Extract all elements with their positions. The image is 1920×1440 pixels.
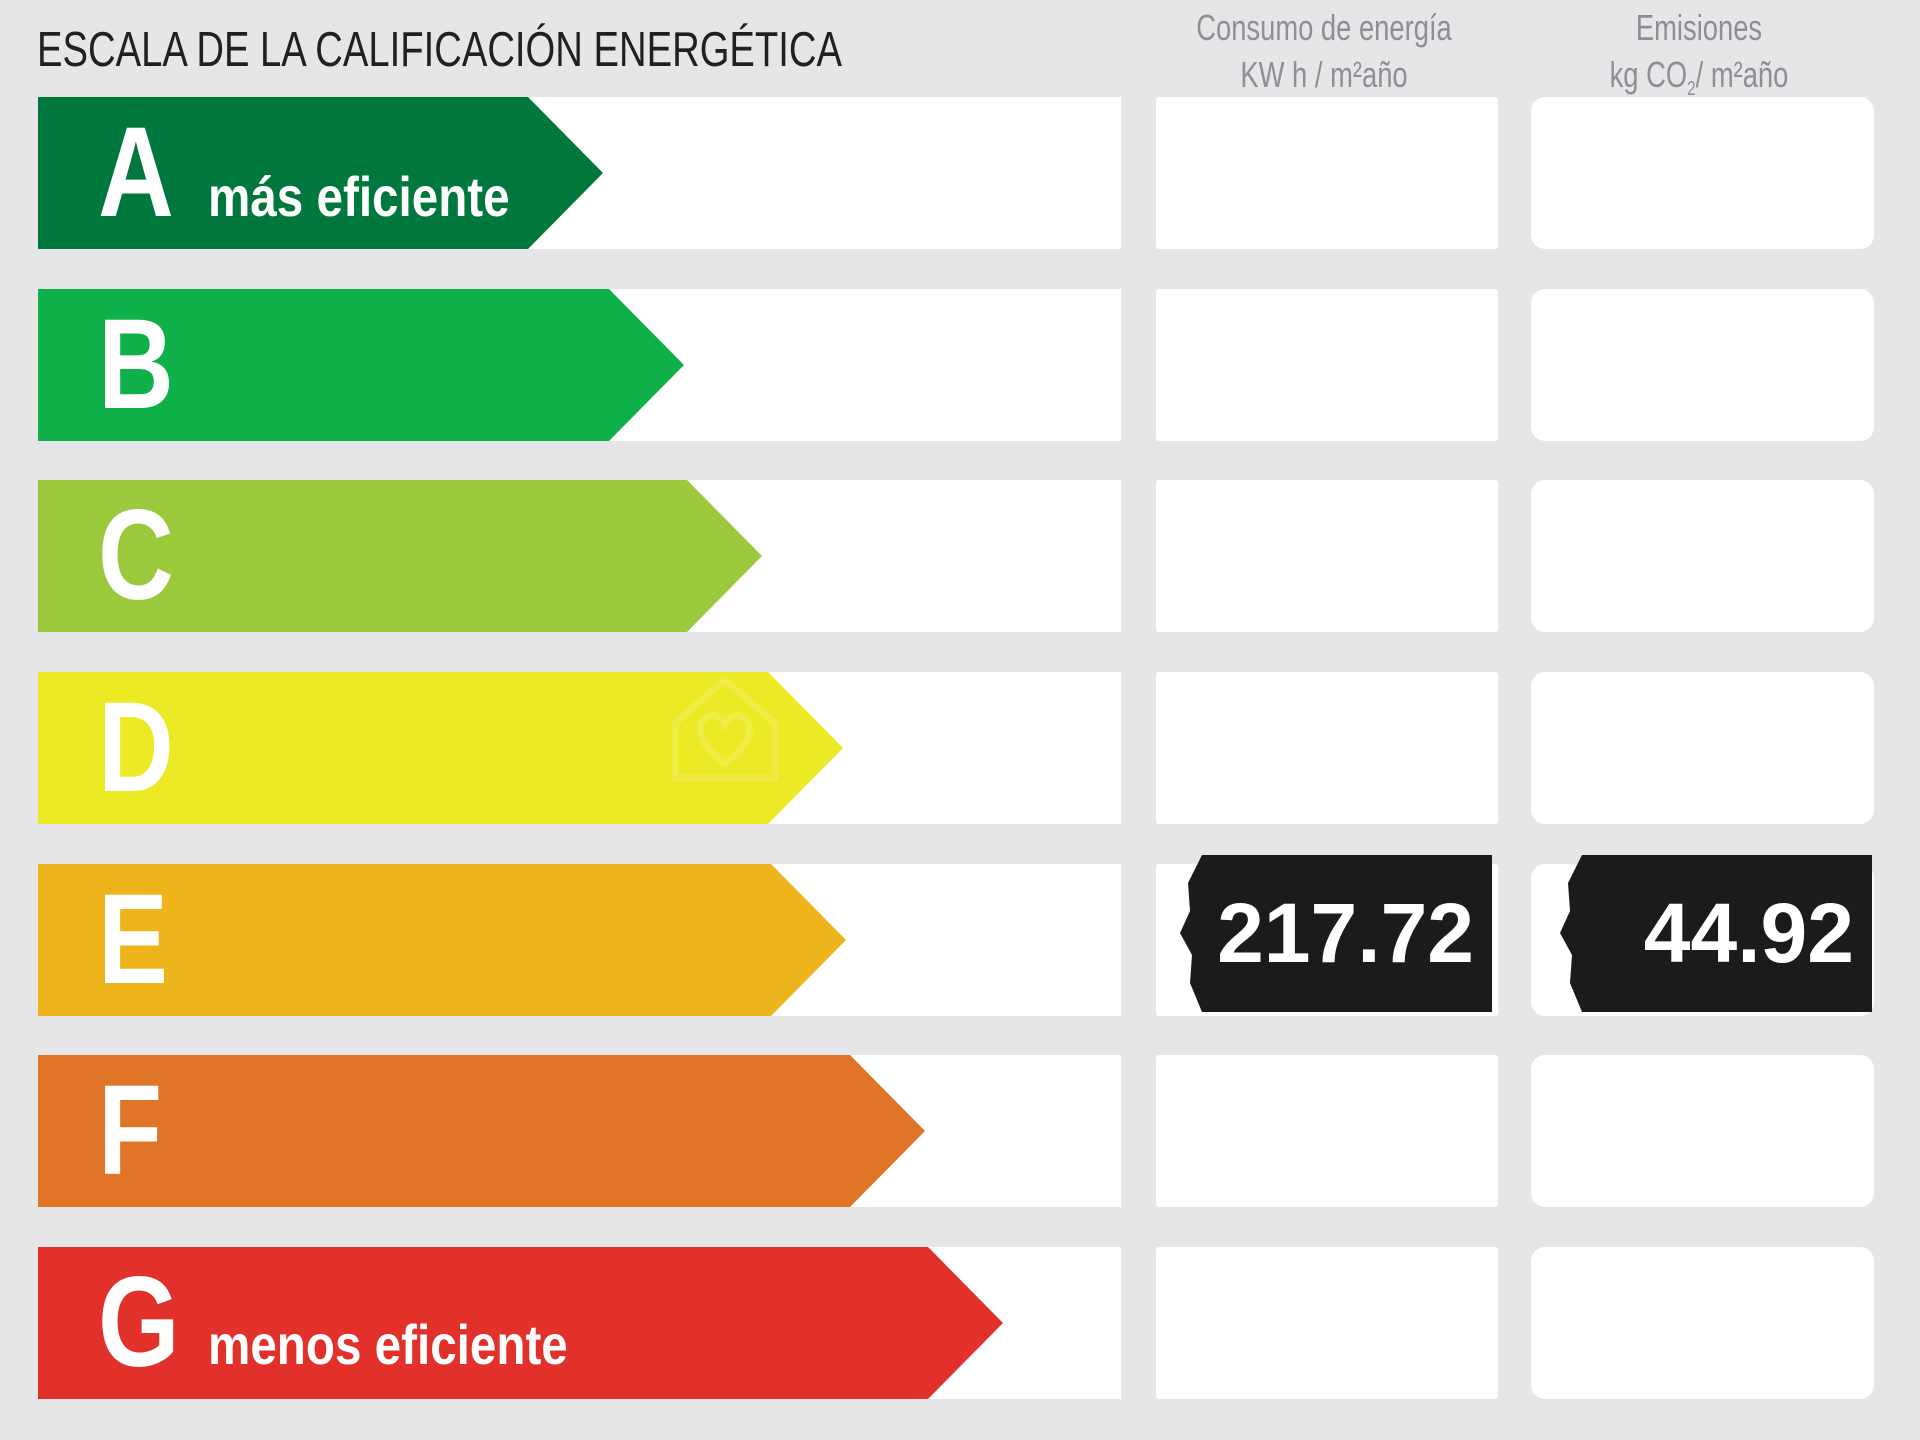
rating-row-d: D	[0, 672, 1920, 824]
rating-arrow-b	[38, 289, 684, 441]
consumo-cell	[1156, 480, 1498, 632]
rating-letter: A	[98, 101, 174, 244]
rating-sublabel: menos eficiente	[208, 1313, 568, 1376]
rating-arrow-a	[38, 97, 603, 249]
consumo-cell	[1156, 97, 1498, 249]
emisiones-cell	[1531, 672, 1874, 824]
rating-arrow-shape	[38, 1055, 925, 1207]
rating-arrow-shape	[38, 864, 846, 1016]
rating-row-b: B	[0, 289, 1920, 441]
column-header-consumo: Consumo de energía KW h / m²año	[1195, 4, 1453, 98]
column-header-emisiones-line2: kg CO2/ m²año	[1570, 51, 1828, 113]
emisiones-value-badge: 44.92	[1560, 855, 1872, 1012]
emisiones-cell	[1531, 1247, 1874, 1399]
page-title: ESCALA DE LA CALIFICACIÓN ENERGÉTICA	[37, 23, 842, 77]
rating-letter: E	[98, 868, 169, 1011]
column-header-emisiones: Emisiones kg CO2/ m²año	[1570, 4, 1828, 113]
rating-letter: C	[98, 484, 174, 627]
rating-sublabel: más eficiente	[208, 165, 510, 228]
rating-letter: B	[98, 293, 174, 436]
column-header-emisiones-line1: Emisiones	[1635, 7, 1763, 48]
rating-arrow-shape	[38, 97, 603, 249]
consumo-value: 217.72	[1217, 886, 1474, 980]
column-header-emisiones-unit-b: / m²año	[1695, 54, 1789, 95]
consumo-cell	[1156, 1247, 1498, 1399]
rating-arrow-g	[38, 1247, 1003, 1399]
column-header-consumo-line2: KW h / m²año	[1240, 54, 1408, 95]
house-heart-icon	[671, 675, 779, 782]
badge-shape	[1180, 855, 1492, 1012]
emisiones-cell	[1531, 289, 1874, 441]
rating-arrow-c	[38, 480, 762, 632]
emisiones-cell	[1531, 480, 1874, 632]
consumo-cell	[1156, 672, 1498, 824]
badge-shape	[1560, 855, 1872, 1012]
rating-arrow-shape	[38, 289, 684, 441]
rating-arrow-f	[38, 1055, 925, 1207]
rating-letter: G	[98, 1251, 180, 1394]
consumo-cell	[1156, 289, 1498, 441]
rating-row-e: E 217.72 44.92	[0, 855, 1920, 1016]
rating-arrow-shape	[38, 1247, 1003, 1399]
emisiones-cell	[1531, 97, 1874, 249]
column-header-emisiones-unit-sub: 2	[1687, 78, 1696, 101]
consumo-value-badge: 217.72	[1180, 855, 1492, 1012]
column-header-consumo-line1: Consumo de energía	[1196, 7, 1452, 48]
rating-arrow-d	[38, 672, 843, 824]
emisiones-value: 44.92	[1643, 886, 1854, 980]
rating-arrow-shape	[38, 480, 762, 632]
consumo-cell	[1156, 1055, 1498, 1207]
rating-arrow-shape	[38, 672, 843, 824]
rating-letter: F	[98, 1059, 163, 1202]
emisiones-cell	[1531, 1055, 1874, 1207]
rating-letter: D	[98, 676, 174, 819]
rating-arrow-e	[38, 864, 846, 1016]
column-header-emisiones-unit-a: kg CO	[1609, 54, 1688, 95]
rating-row-c: C	[0, 480, 1920, 632]
rating-row-f: F	[0, 1055, 1920, 1207]
